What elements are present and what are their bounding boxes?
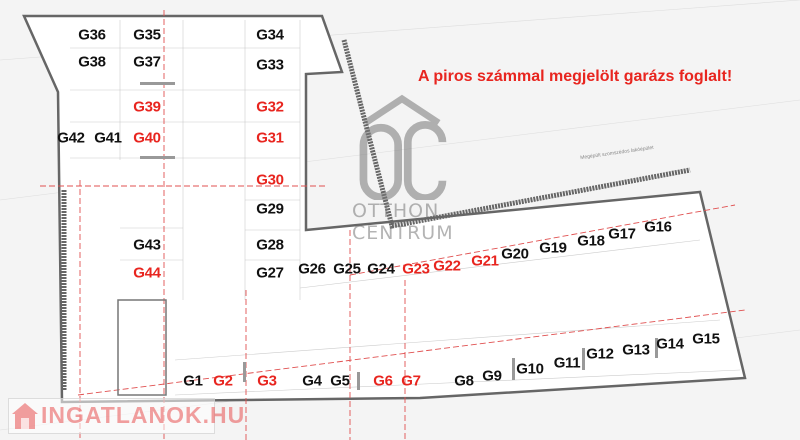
garage-label-g35: G35 [133,26,161,44]
garage-label-g20: G20 [501,245,529,263]
garage-label-g14: G14 [656,335,684,353]
garage-label-g29: G29 [256,200,284,218]
garage-label-g32: G32 [256,98,284,116]
garage-label-g16: G16 [644,218,672,236]
garage-label-g37: G37 [133,53,161,71]
garage-label-g33: G33 [256,56,284,74]
stair-core [117,299,167,396]
garage-label-g15: G15 [692,330,720,348]
garage-label-g21: G21 [471,252,499,270]
garage-label-g39: G39 [133,98,161,116]
building-outline [22,14,747,404]
garage-label-g22: G22 [433,257,461,275]
garage-label-g9: G9 [482,367,502,385]
garage-label-g18: G18 [577,232,605,250]
occupied-notice: A piros számmal megjelölt garázs foglalt… [418,68,733,85]
garage-label-g4: G4 [302,372,322,390]
oc-line2: CENTRUM [352,222,454,244]
garage-label-g11: G11 [553,354,581,372]
garage-label-g25: G25 [333,260,361,278]
garage-label-g31: G31 [256,129,284,147]
garage-label-g17: G17 [608,225,636,243]
garage-label-g2: G2 [213,372,233,390]
garage-label-g13: G13 [622,341,650,359]
oc-logo-icon [359,94,447,202]
garage-label-g23: G23 [402,260,430,278]
garage-label-g34: G34 [256,26,284,44]
otthon-centrum-watermark: OTTHON CENTRUM [352,94,454,246]
garage-label-g10: G10 [516,360,544,378]
oc-line1: OTTHON [352,200,440,222]
garage-label-g26: G26 [298,260,326,278]
garage-label-g12: G12 [586,345,614,363]
garage-label-g27: G27 [256,264,284,282]
garage-label-g24: G24 [367,260,395,278]
ingatlanok-watermark: INGATLANOK.HU [8,398,244,434]
garage-label-g36: G36 [78,26,106,44]
garage-label-g30: G30 [256,171,284,189]
ingatlanok-text: INGATLANOK.HU [41,402,246,428]
garage-label-g40: G40 [133,129,161,147]
garage-label-g38: G38 [78,53,106,71]
garage-label-g42: G42 [57,129,85,147]
garage-label-g5: G5 [330,372,350,390]
garage-label-g19: G19 [539,239,567,257]
garage-label-g1: G1 [183,372,203,390]
garage-label-g7: G7 [401,372,421,390]
garage-label-g3: G3 [257,372,277,390]
garage-label-g28: G28 [256,236,284,254]
garage-label-g44: G44 [133,264,161,282]
house-icon [12,403,38,429]
garage-label-g8: G8 [454,372,474,390]
garage-label-g41: G41 [94,129,122,147]
garage-label-g6: G6 [373,372,393,390]
retaining-wall [61,39,691,390]
garage-label-g43: G43 [133,236,161,254]
